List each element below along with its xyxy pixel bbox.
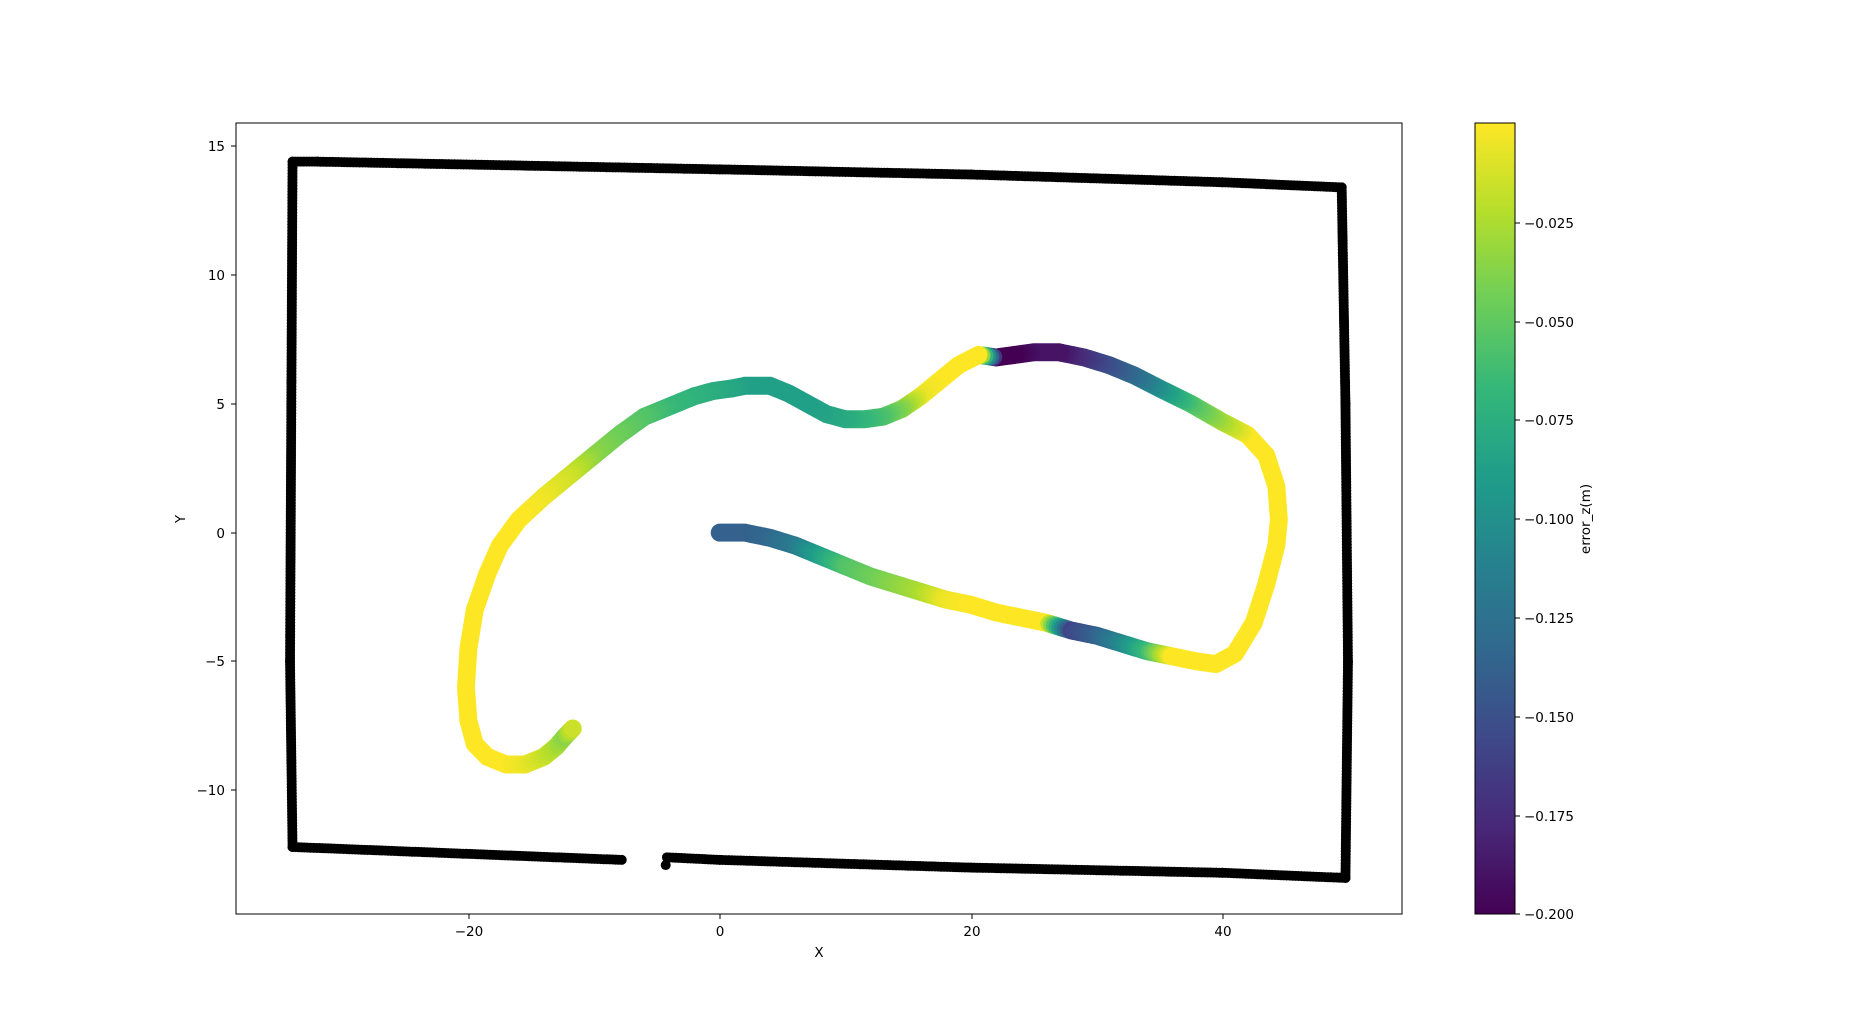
x-axis: −20 0 20 40 X [455,914,1232,961]
colorbar-tick: −0.075 [1515,413,1574,429]
colorbar-tick: −0.050 [1515,315,1574,331]
colorbar-tick: −0.175 [1515,809,1574,825]
x-tick-label: 20 [963,924,980,940]
y-tick-label: −5 [205,654,225,670]
plot-frame [235,122,1403,915]
plot-area [235,122,1403,915]
colorbar-tick-label: −0.050 [1524,315,1574,331]
colorbar-tick-label: −0.100 [1524,512,1574,528]
x-tick: 40 [1214,914,1232,940]
boundary-point [660,860,671,871]
trajectory-point [563,719,582,738]
x-tick: 20 [963,914,981,940]
colorbar: −0.025 −0.050 −0.075 −0.100 −0.125 −0.15… [1474,122,1594,923]
colorbar-tick-label: −0.150 [1524,710,1574,726]
trajectory-track [456,343,1288,774]
y-tick-label: 15 [208,139,225,155]
colorbar-label: error_z(m) [1578,484,1594,554]
y-tick: −5 [205,654,236,670]
colorbar-tick-label: −0.200 [1524,907,1574,923]
y-tick: 10 [208,268,236,284]
data-marks [285,156,1353,883]
x-tick-label: −20 [455,924,484,940]
y-tick-label: 5 [216,397,225,413]
boundary-point [661,852,672,863]
x-tick: 0 [716,914,725,940]
y-tick: −10 [197,783,236,799]
y-tick-label: 0 [216,526,225,542]
boundary-track [285,156,1353,883]
colorbar-tick: −0.150 [1515,710,1574,726]
x-tick: −20 [455,914,484,940]
y-tick-label: −10 [197,783,226,799]
colorbar-tick: −0.125 [1515,611,1574,627]
colorbar-tick: −0.200 [1515,907,1574,923]
y-tick-label: 10 [208,268,225,284]
y-tick: 0 [216,526,236,542]
x-axis-label: X [814,945,823,961]
y-tick: 15 [208,139,236,155]
colorbar-gradient [1475,123,1515,914]
y-tick: 5 [216,397,236,413]
colorbar-tick-label: −0.125 [1524,611,1574,627]
colorbar-tick: −0.100 [1515,512,1574,528]
colorbar-tick-label: −0.075 [1524,413,1574,429]
colorbar-tick: −0.025 [1515,216,1574,232]
y-axis: −10 −5 0 5 10 15 Y [173,139,236,799]
x-tick-label: 0 [716,924,725,940]
colorbar-tick-label: −0.025 [1524,216,1574,232]
colorbar-tick-label: −0.175 [1524,809,1574,825]
x-tick-label: 40 [1214,924,1231,940]
y-axis-label: Y [173,514,189,524]
